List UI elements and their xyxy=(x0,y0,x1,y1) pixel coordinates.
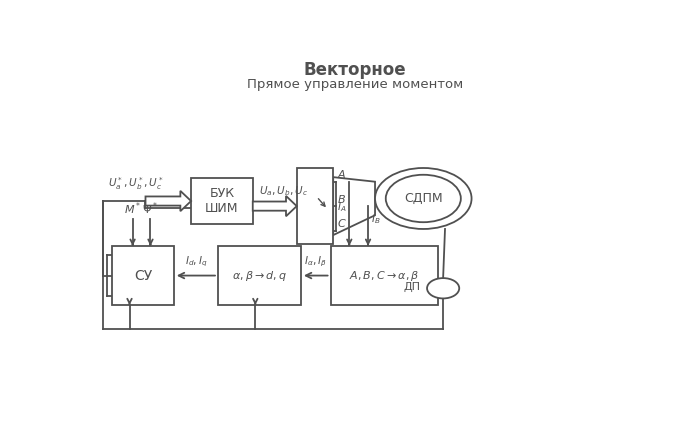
Bar xyxy=(218,246,301,305)
Text: $A,B,C \rightarrow \alpha,\beta$: $A,B,C \rightarrow \alpha,\beta$ xyxy=(349,268,419,282)
Circle shape xyxy=(375,168,471,229)
Text: $\alpha,\beta \rightarrow d,q$: $\alpha,\beta \rightarrow d,q$ xyxy=(232,268,287,282)
FancyArrow shape xyxy=(253,196,297,216)
Text: $I_B$: $I_B$ xyxy=(371,213,381,227)
Bar xyxy=(331,246,438,305)
Text: СУ: СУ xyxy=(134,268,152,282)
Text: ДП: ДП xyxy=(403,282,421,292)
Text: $U^*_a, U^*_b, U^*_c$: $U^*_a, U^*_b, U^*_c$ xyxy=(108,175,164,191)
FancyArrow shape xyxy=(145,191,191,211)
Text: $I_d, I_q$: $I_d, I_q$ xyxy=(185,255,207,269)
Bar xyxy=(112,246,174,305)
Text: C: C xyxy=(338,219,346,229)
Text: Прямое управление моментом: Прямое управление моментом xyxy=(246,78,463,91)
Text: $I_A$: $I_A$ xyxy=(337,201,347,214)
Text: A: A xyxy=(338,170,345,180)
Bar xyxy=(191,178,253,224)
Circle shape xyxy=(385,175,461,222)
Text: $U_a, U_b, U_c$: $U_a, U_b, U_c$ xyxy=(260,184,308,198)
Polygon shape xyxy=(334,177,375,235)
Text: $I_\alpha, I_\beta$: $I_\alpha, I_\beta$ xyxy=(304,255,327,269)
Text: $M^*$: $M^*$ xyxy=(124,201,141,217)
Text: $\Psi^*$: $\Psi^*$ xyxy=(143,201,158,217)
Text: Векторное: Векторное xyxy=(303,61,406,79)
Circle shape xyxy=(427,278,459,298)
Text: СДПМ: СДПМ xyxy=(404,192,443,205)
Bar xyxy=(297,168,334,244)
Text: БУК
ШИМ: БУК ШИМ xyxy=(205,187,239,215)
Text: B: B xyxy=(338,195,345,205)
